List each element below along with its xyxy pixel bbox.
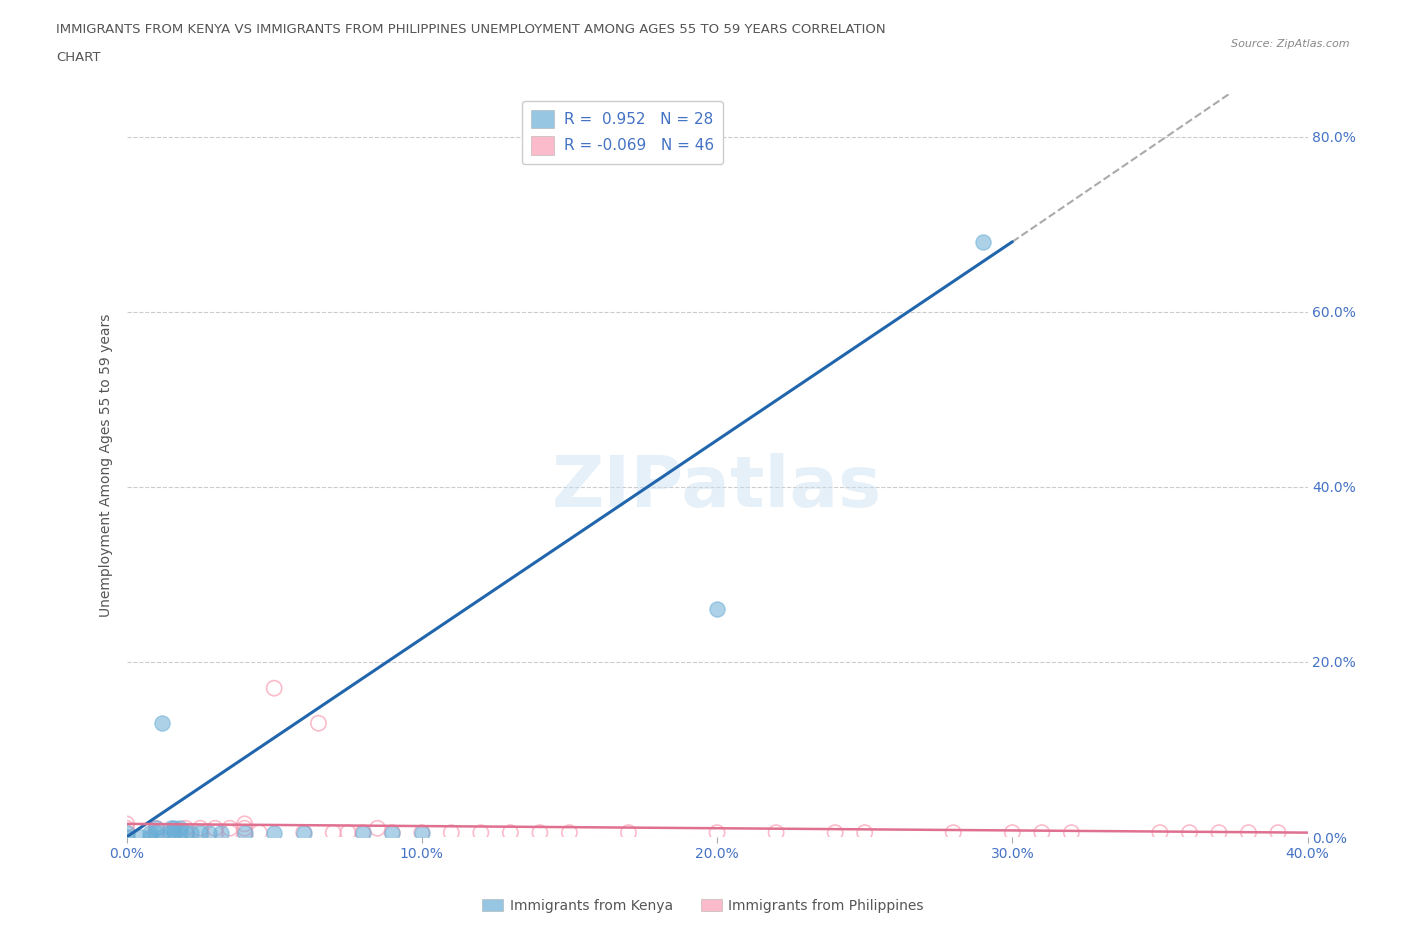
Point [706,825,728,840]
Point [337,825,360,840]
Point [159,821,183,836]
Point [150,830,173,844]
Point [1001,825,1024,840]
Point [558,825,581,840]
Point [352,825,374,840]
Y-axis label: Unemployment Among Ages 55 to 59 years: Unemployment Among Ages 55 to 59 years [100,313,114,617]
Point [115,825,138,840]
Point [1178,825,1201,840]
Point [145,821,167,836]
Point [352,825,374,840]
Point [1267,825,1289,840]
Text: IMMIGRANTS FROM KENYA VS IMMIGRANTS FROM PHILIPPINES UNEMPLOYMENT AMONG AGES 55 : IMMIGRANTS FROM KENYA VS IMMIGRANTS FROM… [56,23,886,36]
Point [219,825,242,840]
Point [1060,825,1083,840]
Point [219,821,242,836]
Point [972,234,994,249]
Point [145,825,167,840]
Point [617,825,640,840]
Point [411,825,433,840]
Point [188,825,211,840]
Point [145,821,167,836]
Point [115,830,138,844]
Point [115,821,138,836]
Point [1149,825,1171,840]
Legend: R =  0.952   N = 28, R = -0.069   N = 46: R = 0.952 N = 28, R = -0.069 N = 46 [522,100,723,164]
Point [174,825,197,840]
Point [470,825,492,840]
Text: Source: ZipAtlas.com: Source: ZipAtlas.com [1232,39,1350,49]
Point [381,825,404,840]
Point [150,716,173,731]
Point [263,825,285,840]
Point [706,602,728,617]
Point [115,825,138,840]
Point [139,830,162,844]
Point [129,830,153,844]
Point [765,825,787,840]
Point [163,825,186,840]
Point [247,825,270,840]
Point [853,825,876,840]
Point [233,817,256,831]
Text: ZIPatlas: ZIPatlas [553,453,882,522]
Point [169,825,191,840]
Point [322,825,344,840]
Point [824,825,846,840]
Point [366,821,388,836]
Point [180,825,202,840]
Point [529,825,551,840]
Point [233,825,256,840]
Point [292,825,315,840]
Point [145,825,167,840]
Legend: Immigrants from Kenya, Immigrants from Philippines: Immigrants from Kenya, Immigrants from P… [477,894,929,919]
Point [159,825,183,840]
Point [188,825,211,840]
Point [115,817,138,831]
Point [233,821,256,836]
Point [263,681,285,696]
Text: CHART: CHART [56,51,101,64]
Point [942,825,965,840]
Point [198,825,221,840]
Point [204,825,226,840]
Point [169,821,191,836]
Point [209,825,232,840]
Point [1208,825,1230,840]
Point [499,825,522,840]
Point [411,825,433,840]
Point [188,821,211,836]
Point [139,825,162,840]
Point [174,821,197,836]
Point [204,821,226,836]
Point [292,825,315,840]
Point [233,825,256,840]
Point [1237,825,1260,840]
Point [174,825,197,840]
Point [159,825,183,840]
Point [1031,825,1053,840]
Point [163,821,186,836]
Point [381,825,404,840]
Point [307,716,329,731]
Point [440,825,463,840]
